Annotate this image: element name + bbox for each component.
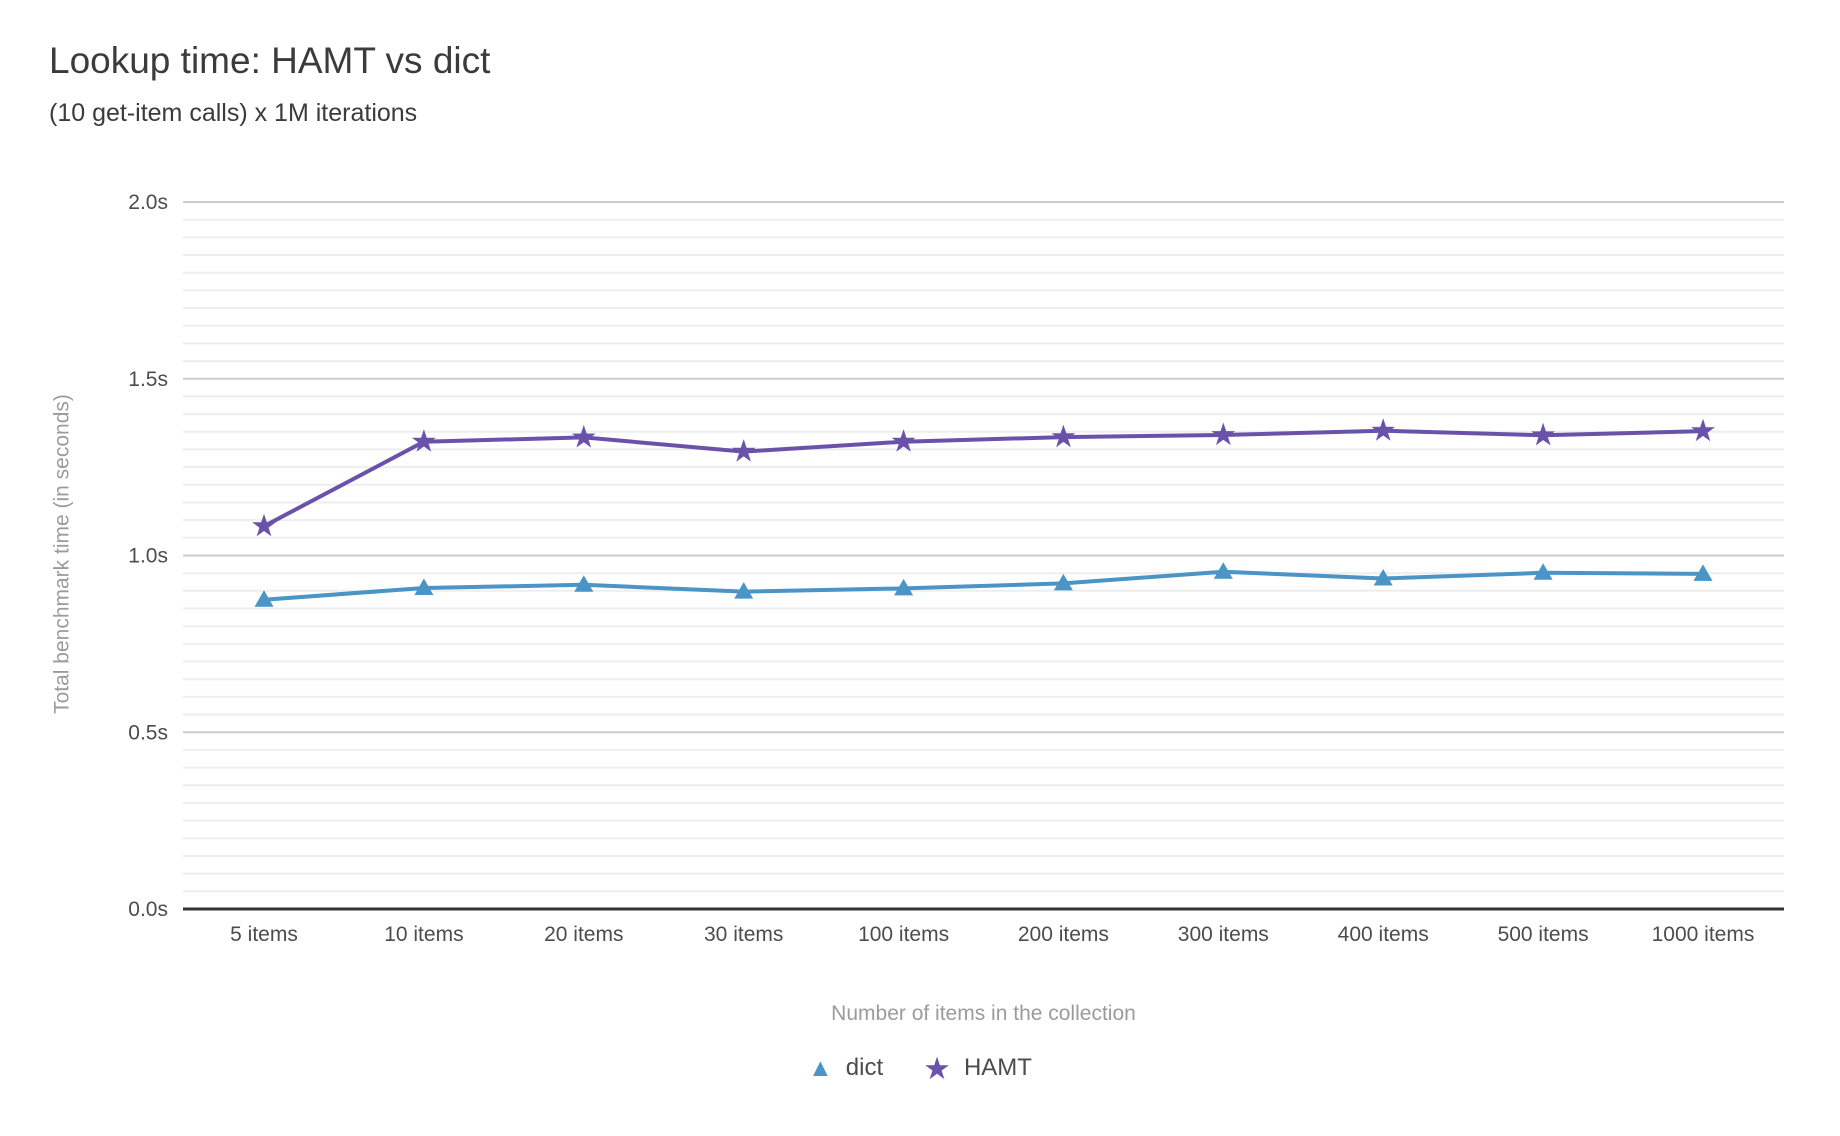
hamt-marker xyxy=(891,429,916,452)
hamt-marker xyxy=(1211,422,1236,446)
legend-item-hamt: ★ HAMT xyxy=(923,1053,1032,1084)
x-tick-label: 400 items xyxy=(1338,923,1429,946)
legend-item-dict: ▲ dict xyxy=(808,1054,883,1082)
hamt-marker xyxy=(1691,418,1715,442)
dict-marker xyxy=(414,578,434,595)
y-tick-label: 0.5s xyxy=(128,721,168,744)
hamt-marker xyxy=(1371,418,1396,441)
dict-marker xyxy=(1533,563,1553,580)
hamt-marker xyxy=(571,424,596,448)
x-tick-label: 100 items xyxy=(858,923,949,946)
dict-line xyxy=(262,569,1705,602)
x-tick-label: 300 items xyxy=(1178,923,1269,946)
y-tick-label: 1.5s xyxy=(128,368,168,391)
hamt-star-marker-icon: ★ xyxy=(923,1050,951,1086)
x-axis-title: Number of items in the collection xyxy=(831,1002,1136,1025)
y-tick-label: 1.0s xyxy=(128,545,168,568)
hamt-line xyxy=(262,428,1705,529)
x-tick-label: 5 items xyxy=(230,923,298,946)
hamt-marker xyxy=(412,429,436,452)
legend-label-dict: dict xyxy=(845,1054,884,1081)
dict-marker xyxy=(1693,564,1713,581)
hamt-marker xyxy=(731,439,756,462)
y-axis-title: Total benchmark time (in seconds) xyxy=(50,394,74,714)
chart-title: Lookup time: HAMT vs dict xyxy=(49,40,491,81)
dict-marker xyxy=(734,582,754,599)
hamt-marker xyxy=(1531,422,1555,446)
dict-marker xyxy=(254,590,274,607)
x-tick-label: 10 items xyxy=(384,923,463,946)
dict-triangle-marker-icon: ▲ xyxy=(808,1053,833,1082)
x-tick-label: 1000 items xyxy=(1652,923,1755,946)
legend: ▲ dict ★ HAMT xyxy=(0,1046,1840,1090)
y-tick-label: 0.0s xyxy=(128,898,168,921)
x-tick-label: 30 items xyxy=(704,923,783,946)
hamt-marker xyxy=(252,513,276,537)
dict-marker xyxy=(1213,562,1233,579)
dict-marker xyxy=(1053,573,1073,591)
x-tick-label: 200 items xyxy=(1018,923,1109,946)
x-tick-label: 500 items xyxy=(1498,923,1589,946)
x-tick-label: 20 items xyxy=(544,923,623,946)
dict-marker xyxy=(894,578,914,596)
chart-subtitle: (10 get-item calls) x 1M iterations xyxy=(49,99,418,127)
dict-marker xyxy=(574,575,594,592)
legend-label-hamt: HAMT xyxy=(963,1054,1032,1081)
hamt-marker xyxy=(1051,424,1076,448)
y-tick-label: 2.0s xyxy=(128,191,168,214)
dict-marker xyxy=(1373,569,1393,586)
